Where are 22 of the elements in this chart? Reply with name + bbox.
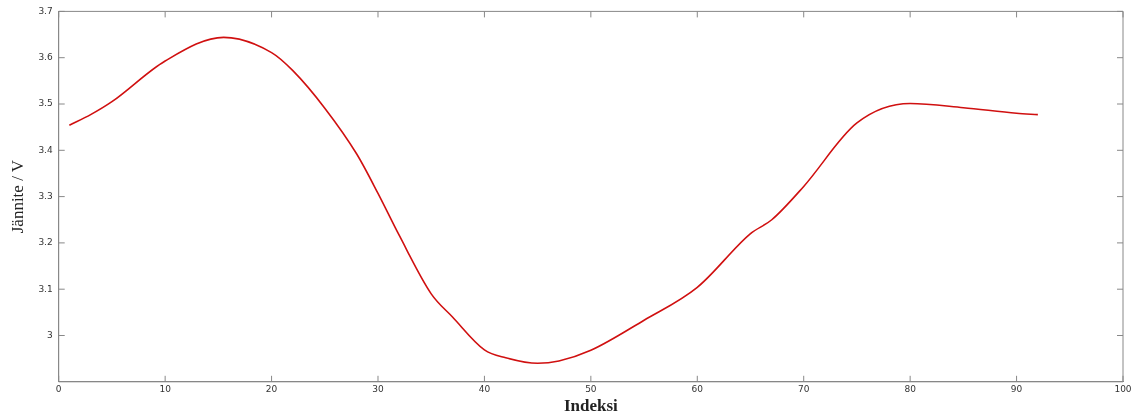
x-tick-label: 20 xyxy=(265,383,278,394)
x-tick-label: 0 xyxy=(55,383,62,394)
x-tick-label: 10 xyxy=(159,383,172,394)
y-tick-label: 3.6 xyxy=(38,52,53,63)
x-tick-label: 70 xyxy=(797,383,810,394)
y-tick-label: 3.2 xyxy=(38,237,53,248)
y-tick-label: 3 xyxy=(46,329,53,340)
y-tick-label: 3.1 xyxy=(38,283,53,294)
x-tick-label: 50 xyxy=(585,383,597,394)
y-tick-label: 3.5 xyxy=(38,98,53,109)
x-tick-label: 80 xyxy=(904,383,917,394)
x-tick-label: 100 xyxy=(1114,383,1132,394)
y-tick-label: 3.3 xyxy=(38,190,53,201)
x-tick-label: 60 xyxy=(691,383,704,394)
x-tick-label: 30 xyxy=(372,383,384,394)
y-axis-title: Jännite / V xyxy=(7,159,27,234)
line-series xyxy=(68,36,1039,365)
x-tick-label: 90 xyxy=(1010,383,1023,394)
y-tick-label: 3.7 xyxy=(38,5,53,16)
x-axis-title: Indeksi xyxy=(563,396,619,416)
x-tick-label: 40 xyxy=(478,383,491,394)
y-tick-label: 3.4 xyxy=(38,144,53,155)
